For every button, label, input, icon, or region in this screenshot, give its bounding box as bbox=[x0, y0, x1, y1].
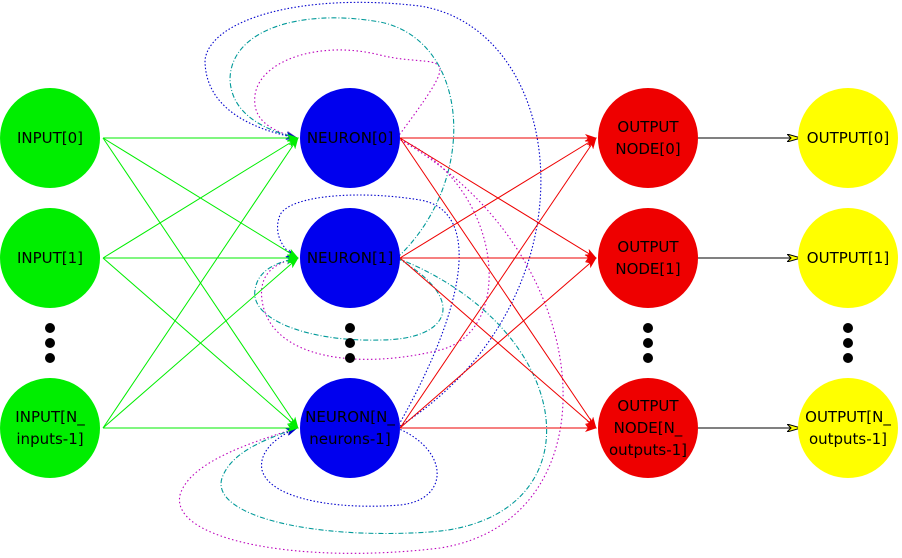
edge-in2-ne0 bbox=[102, 137, 299, 429]
neuron-node-label: NEURON[N_ bbox=[305, 408, 395, 427]
recurrent-edge-ne0-ne0 bbox=[254, 49, 441, 139]
neuron-node-1: NEURON[1] bbox=[300, 208, 400, 308]
edge-ne2-on0 bbox=[399, 137, 597, 429]
edge-ne1-on0 bbox=[399, 137, 597, 259]
output-node-circle bbox=[798, 208, 898, 308]
output-node-node-circle bbox=[598, 208, 698, 308]
neuron-node-circle bbox=[300, 208, 400, 308]
neuron-node-circle bbox=[300, 378, 400, 478]
recurrent-edge-ne1-ne2 bbox=[220, 257, 548, 535]
edge-in2-ne1 bbox=[102, 257, 299, 429]
input-node-1: INPUT[1] bbox=[0, 208, 100, 308]
neuron-node-circle bbox=[300, 88, 400, 188]
output-node-label: OUTPUT[0] bbox=[807, 129, 889, 147]
input-node-2: INPUT[N_ inputs-1] bbox=[0, 378, 100, 478]
output-node-node-label: NODE[1] bbox=[615, 260, 680, 278]
output-node-0: OUTPUT[0] bbox=[798, 88, 898, 188]
neuron-ellipsis-icon bbox=[345, 323, 355, 363]
output-node-label: OUTPUT[1] bbox=[807, 249, 889, 267]
output-node-label: OUTPUT[N_ bbox=[805, 408, 891, 427]
output-node-node-0: OUTPUT NODE[0] bbox=[598, 88, 698, 188]
output-node-node-label: NODE[0] bbox=[615, 140, 680, 158]
input-node-circle bbox=[0, 208, 100, 308]
edge-in1-ne0 bbox=[102, 137, 299, 259]
output-node-node-1: OUTPUT NODE[1] bbox=[598, 208, 698, 308]
ellipsis-dots bbox=[45, 323, 853, 363]
recurrent-connections bbox=[179, 1, 564, 554]
output-node-ellipsis-icon bbox=[643, 323, 653, 363]
neuron-node-label: NEURON[0] bbox=[307, 129, 393, 147]
neuron-node-label: neurons-1] bbox=[309, 430, 390, 448]
input-node-circle bbox=[0, 378, 100, 478]
input-node-circle bbox=[0, 88, 100, 188]
output-node-circle bbox=[798, 378, 898, 478]
output-node-1: OUTPUT[1] bbox=[798, 208, 898, 308]
output-node-node-circle bbox=[598, 88, 698, 188]
output-node-node-label: outputs-1] bbox=[609, 441, 687, 459]
input-node-label: INPUT[N_ bbox=[15, 408, 85, 427]
neuron-node-2: NEURON[N_ neurons-1] bbox=[300, 378, 400, 478]
output-node-2: OUTPUT[N_ outputs-1] bbox=[798, 378, 898, 478]
output-node-to-output-connections bbox=[698, 138, 800, 428]
output-node-node-label: OUTPUT bbox=[617, 118, 679, 136]
recurrent-edge-ne2-ne0 bbox=[204, 1, 542, 429]
input-node-0: INPUT[0] bbox=[0, 88, 100, 188]
output-node-node-label: OUTPUT bbox=[617, 238, 679, 256]
nodes: INPUT[0] INPUT[1] INPUT[N_ inputs-1] NEURON[… bbox=[0, 88, 898, 478]
recurrent-edge-ne0-ne2 bbox=[179, 137, 564, 554]
output-node-node-label: OUTPUT bbox=[617, 397, 679, 415]
output-ellipsis-icon bbox=[843, 323, 853, 363]
input-node-label: inputs-1] bbox=[16, 430, 83, 448]
output-node-label: outputs-1] bbox=[809, 430, 887, 448]
input-to-neuron-connections bbox=[102, 134, 299, 432]
output-node-node-circle bbox=[598, 378, 698, 478]
neuron-node-0: NEURON[0] bbox=[300, 88, 400, 188]
edge-ne2-on1 bbox=[399, 257, 597, 429]
recurrent-edge-ne2-ne1 bbox=[277, 194, 460, 429]
neuron-to-output-node-connections bbox=[399, 134, 597, 432]
output-node-node-label: NODE[N_ bbox=[614, 419, 683, 438]
input-node-label: INPUT[0] bbox=[17, 129, 83, 147]
output-node-node-2: OUTPUT NODE[N_ outputs-1] bbox=[598, 378, 698, 478]
recurrent-edge-ne2-ne2 bbox=[261, 427, 438, 507]
input-ellipsis-icon bbox=[45, 323, 55, 363]
input-node-label: INPUT[1] bbox=[17, 249, 83, 267]
recurrent-edge-ne1-ne1 bbox=[254, 256, 444, 341]
output-node-circle bbox=[798, 88, 898, 188]
neuron-node-label: NEURON[1] bbox=[307, 249, 393, 267]
